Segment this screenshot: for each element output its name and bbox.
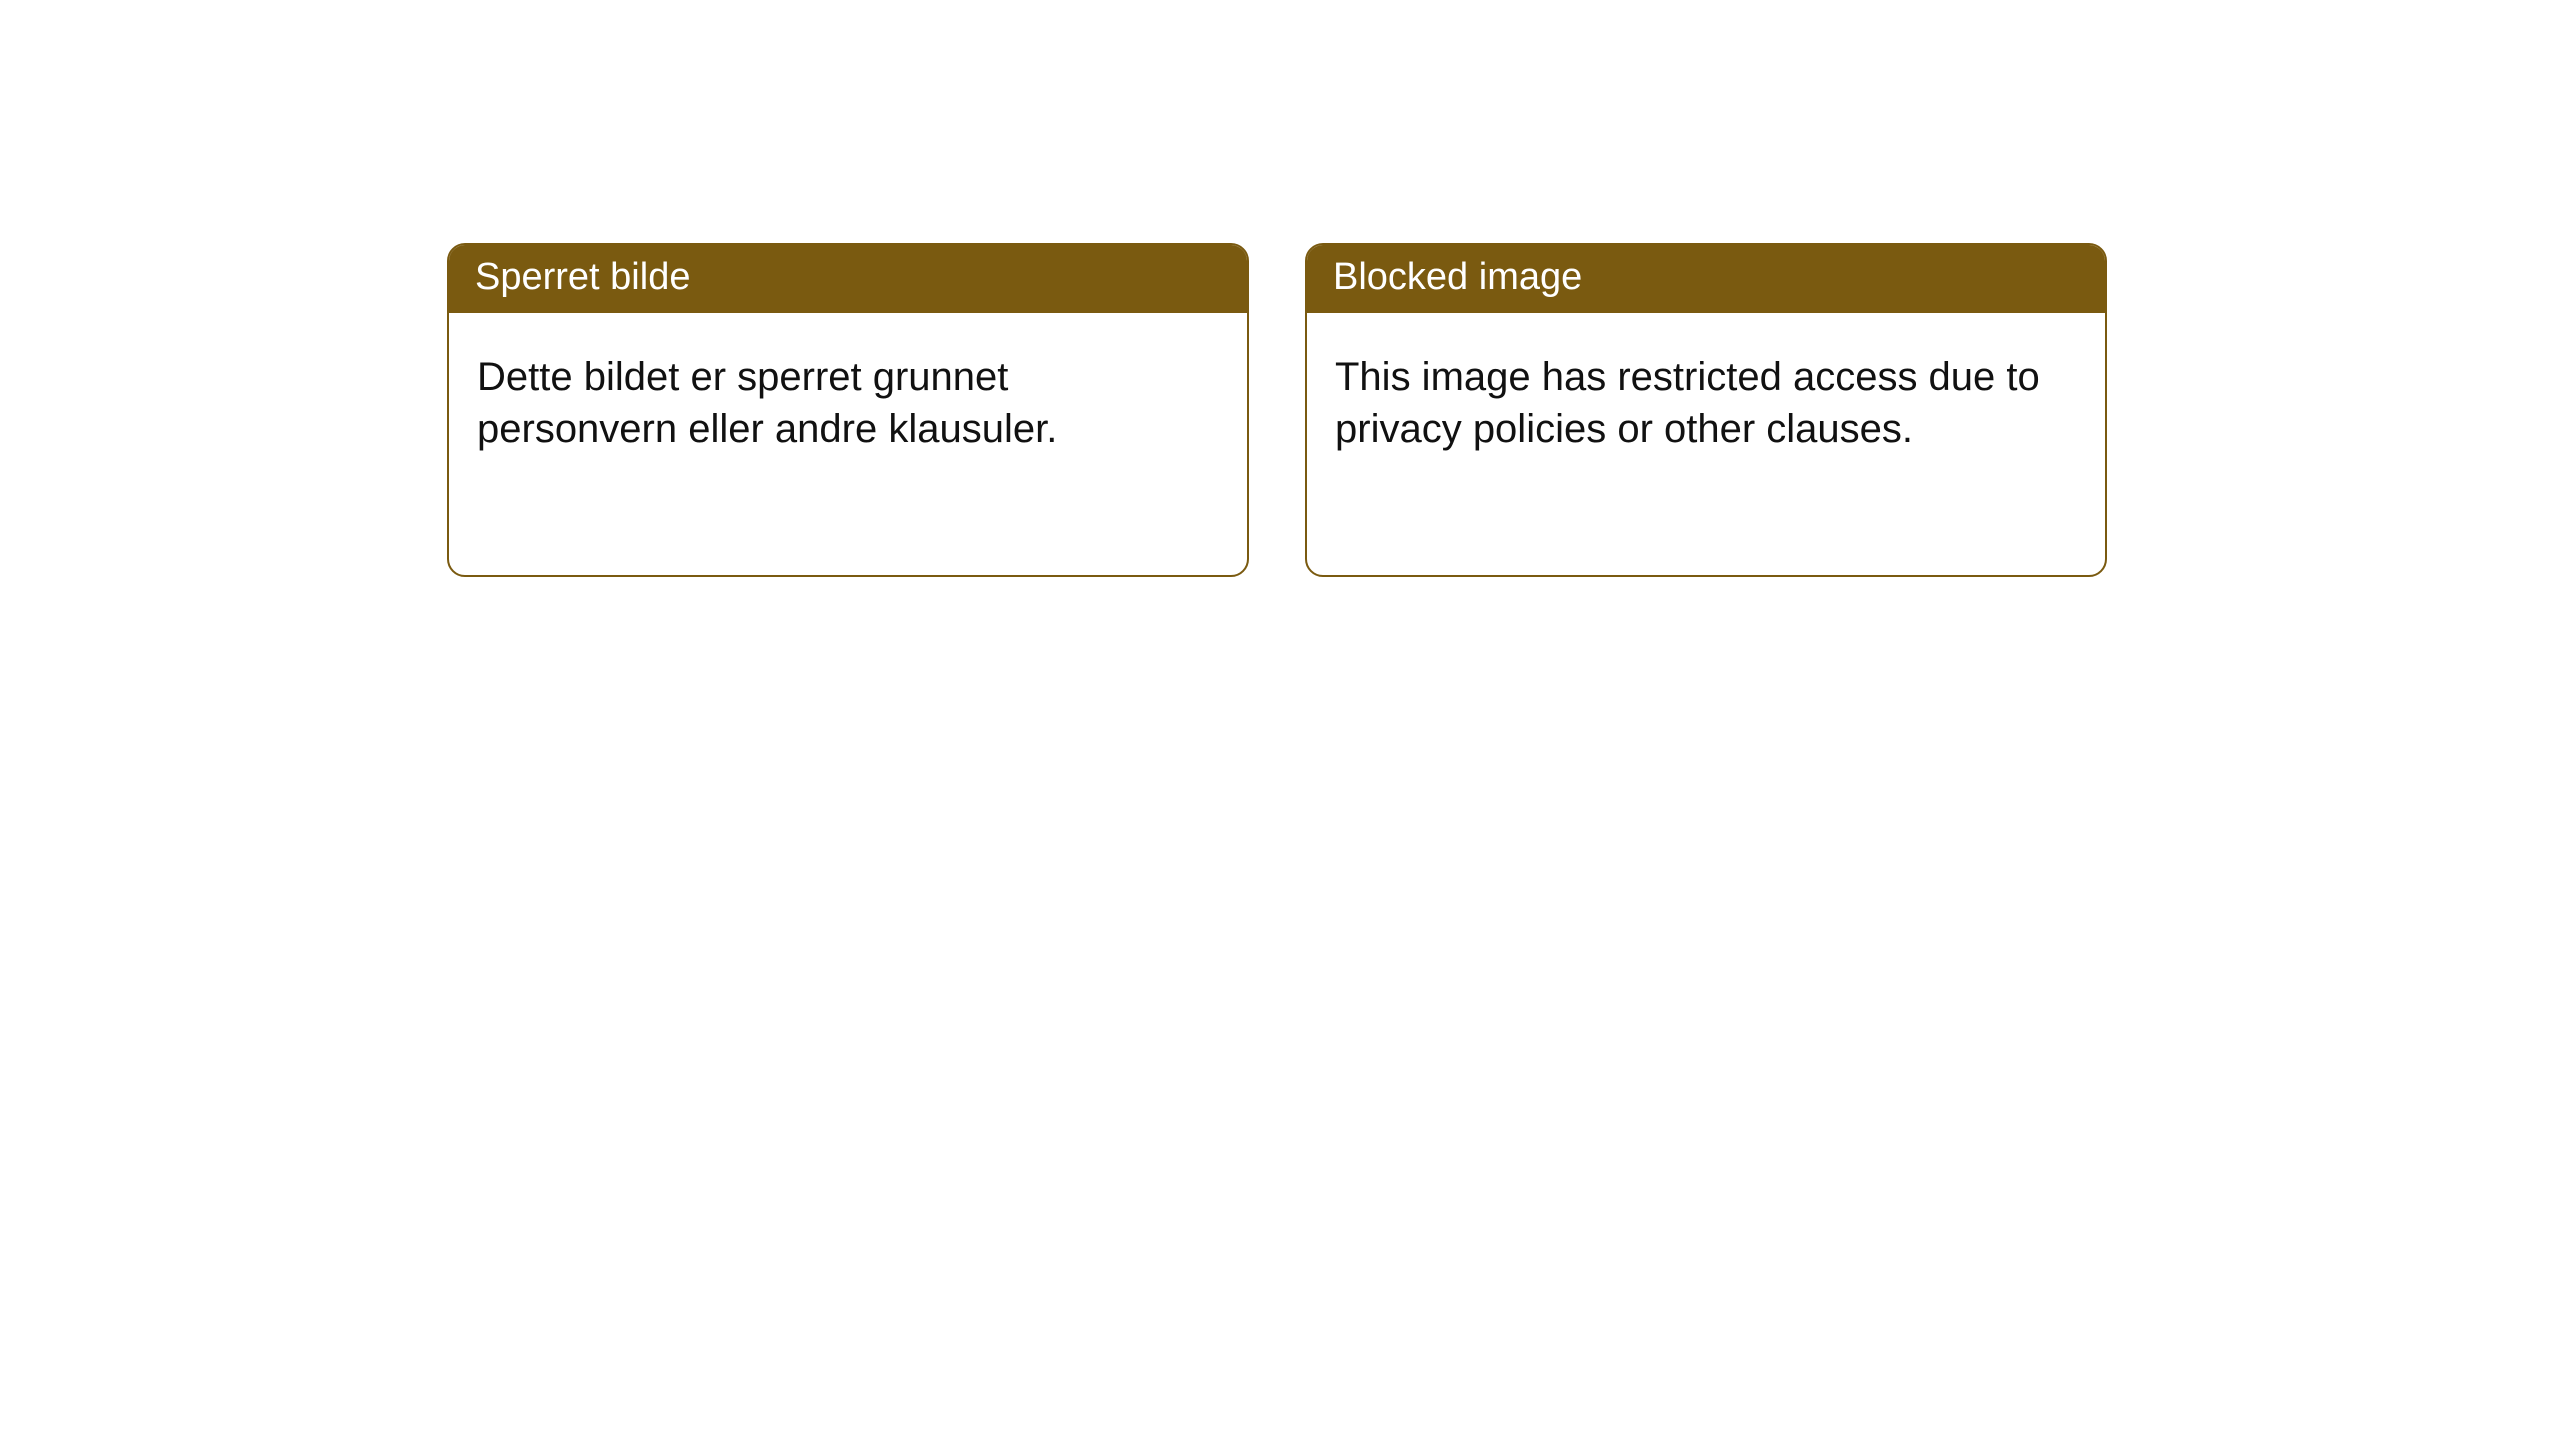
notice-container: Sperret bilde Dette bildet er sperret gr… [0, 0, 2560, 577]
notice-card-norwegian: Sperret bilde Dette bildet er sperret gr… [447, 243, 1249, 577]
card-title: Sperret bilde [449, 245, 1247, 313]
card-body: This image has restricted access due to … [1307, 313, 2105, 483]
card-body: Dette bildet er sperret grunnet personve… [449, 313, 1247, 483]
card-title: Blocked image [1307, 245, 2105, 313]
notice-card-english: Blocked image This image has restricted … [1305, 243, 2107, 577]
